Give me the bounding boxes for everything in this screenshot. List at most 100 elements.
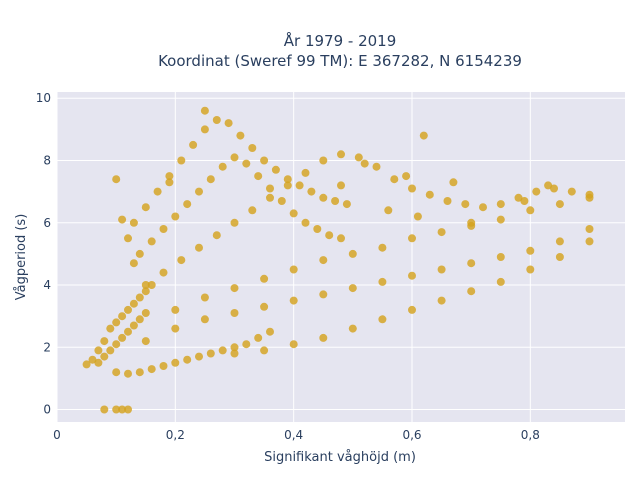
data-point-132 bbox=[200, 106, 209, 115]
data-point-141 bbox=[360, 159, 369, 168]
data-point-101 bbox=[289, 209, 298, 218]
data-point-140 bbox=[402, 172, 411, 181]
data-point-16 bbox=[171, 358, 180, 367]
data-point-97 bbox=[242, 159, 251, 168]
data-point-36 bbox=[467, 259, 476, 268]
y-tick-label-4: 8 bbox=[43, 153, 51, 167]
data-point-134 bbox=[112, 175, 121, 184]
data-point-60 bbox=[348, 324, 357, 333]
data-point-63 bbox=[437, 296, 446, 305]
data-point-154 bbox=[106, 324, 115, 333]
x-tick-label-1: 0,2 bbox=[166, 428, 185, 442]
data-point-148 bbox=[100, 405, 109, 414]
data-point-90 bbox=[159, 225, 168, 233]
data-point-23 bbox=[254, 333, 263, 342]
y-tick-label-1: 2 bbox=[43, 340, 51, 354]
data-point-116 bbox=[319, 156, 328, 165]
data-point-144 bbox=[413, 212, 422, 221]
data-point-135 bbox=[118, 215, 127, 224]
data-point-96 bbox=[230, 153, 239, 162]
y-axis-ticks: 0 2 4 6 8 10 bbox=[36, 91, 51, 416]
data-point-106 bbox=[141, 281, 150, 289]
data-point-42 bbox=[200, 293, 209, 302]
data-point-109 bbox=[195, 243, 203, 252]
data-point-94 bbox=[206, 175, 215, 184]
data-point-30 bbox=[289, 296, 298, 305]
data-point-49 bbox=[408, 234, 416, 243]
data-point-145 bbox=[467, 218, 476, 227]
data-point-46 bbox=[319, 256, 328, 265]
data-point-119 bbox=[372, 162, 381, 171]
data-point-28 bbox=[230, 309, 239, 317]
y-tick-label-3: 6 bbox=[43, 216, 51, 230]
data-point-156 bbox=[118, 312, 127, 321]
data-point-24 bbox=[266, 327, 274, 336]
data-point-128 bbox=[532, 187, 541, 196]
data-point-84 bbox=[307, 187, 316, 196]
data-point-35 bbox=[437, 265, 446, 274]
data-point-81 bbox=[271, 165, 280, 174]
data-point-117 bbox=[337, 150, 345, 159]
data-point-37 bbox=[496, 253, 505, 261]
data-point-107 bbox=[159, 268, 168, 277]
data-point-18 bbox=[195, 352, 203, 361]
data-point-108 bbox=[177, 256, 186, 265]
data-point-53 bbox=[526, 206, 535, 215]
data-point-115 bbox=[301, 168, 310, 177]
data-point-158 bbox=[129, 299, 138, 308]
data-point-129 bbox=[550, 184, 558, 193]
data-point-73 bbox=[177, 156, 186, 165]
data-point-155 bbox=[112, 318, 121, 327]
data-point-27 bbox=[200, 315, 209, 324]
data-point-32 bbox=[348, 284, 357, 293]
x-tick-label-0: 0 bbox=[53, 428, 61, 442]
data-point-40 bbox=[585, 225, 594, 233]
data-point-88 bbox=[135, 249, 144, 258]
data-point-9 bbox=[135, 315, 144, 324]
data-point-38 bbox=[526, 246, 535, 255]
data-point-25 bbox=[141, 337, 150, 346]
data-point-149 bbox=[112, 405, 121, 414]
data-point-61 bbox=[378, 315, 387, 324]
data-point-76 bbox=[212, 116, 221, 124]
data-point-1 bbox=[88, 355, 97, 364]
y-tick-label-0: 0 bbox=[43, 403, 51, 417]
data-point-95 bbox=[218, 162, 227, 171]
data-point-146 bbox=[520, 197, 529, 205]
data-point-43 bbox=[230, 284, 239, 293]
data-point-33 bbox=[378, 277, 387, 286]
data-point-19 bbox=[206, 349, 215, 358]
data-point-113 bbox=[266, 193, 274, 202]
data-point-150 bbox=[124, 405, 132, 414]
x-tick-label-2: 0,4 bbox=[284, 428, 303, 442]
data-point-20 bbox=[218, 346, 227, 355]
data-point-114 bbox=[283, 181, 292, 190]
data-point-131 bbox=[585, 190, 594, 199]
chart-title-line-2: Koordinat (Sweref 99 TM): E 367282, N 61… bbox=[158, 52, 522, 70]
data-point-161 bbox=[147, 281, 156, 289]
x-tick-label-4: 0,8 bbox=[521, 428, 540, 442]
data-point-98 bbox=[254, 172, 263, 181]
data-point-138 bbox=[419, 131, 428, 140]
data-point-39 bbox=[555, 237, 564, 246]
data-point-0 bbox=[82, 360, 91, 369]
data-point-89 bbox=[147, 237, 156, 246]
data-point-142 bbox=[337, 181, 345, 190]
data-point-57 bbox=[260, 346, 269, 355]
data-point-29 bbox=[260, 302, 269, 311]
data-point-71 bbox=[153, 187, 162, 196]
data-point-41 bbox=[171, 305, 180, 314]
data-point-64 bbox=[467, 287, 476, 296]
data-point-152 bbox=[94, 346, 103, 355]
data-point-87 bbox=[342, 200, 351, 209]
data-point-52 bbox=[496, 215, 505, 224]
data-point-5 bbox=[112, 340, 121, 349]
data-point-69 bbox=[129, 218, 138, 227]
data-point-21 bbox=[230, 343, 239, 352]
data-point-62 bbox=[408, 305, 416, 314]
data-point-26 bbox=[171, 324, 180, 333]
data-points bbox=[82, 106, 594, 414]
data-point-85 bbox=[319, 193, 328, 202]
data-point-130 bbox=[567, 187, 576, 196]
data-point-80 bbox=[260, 156, 269, 165]
